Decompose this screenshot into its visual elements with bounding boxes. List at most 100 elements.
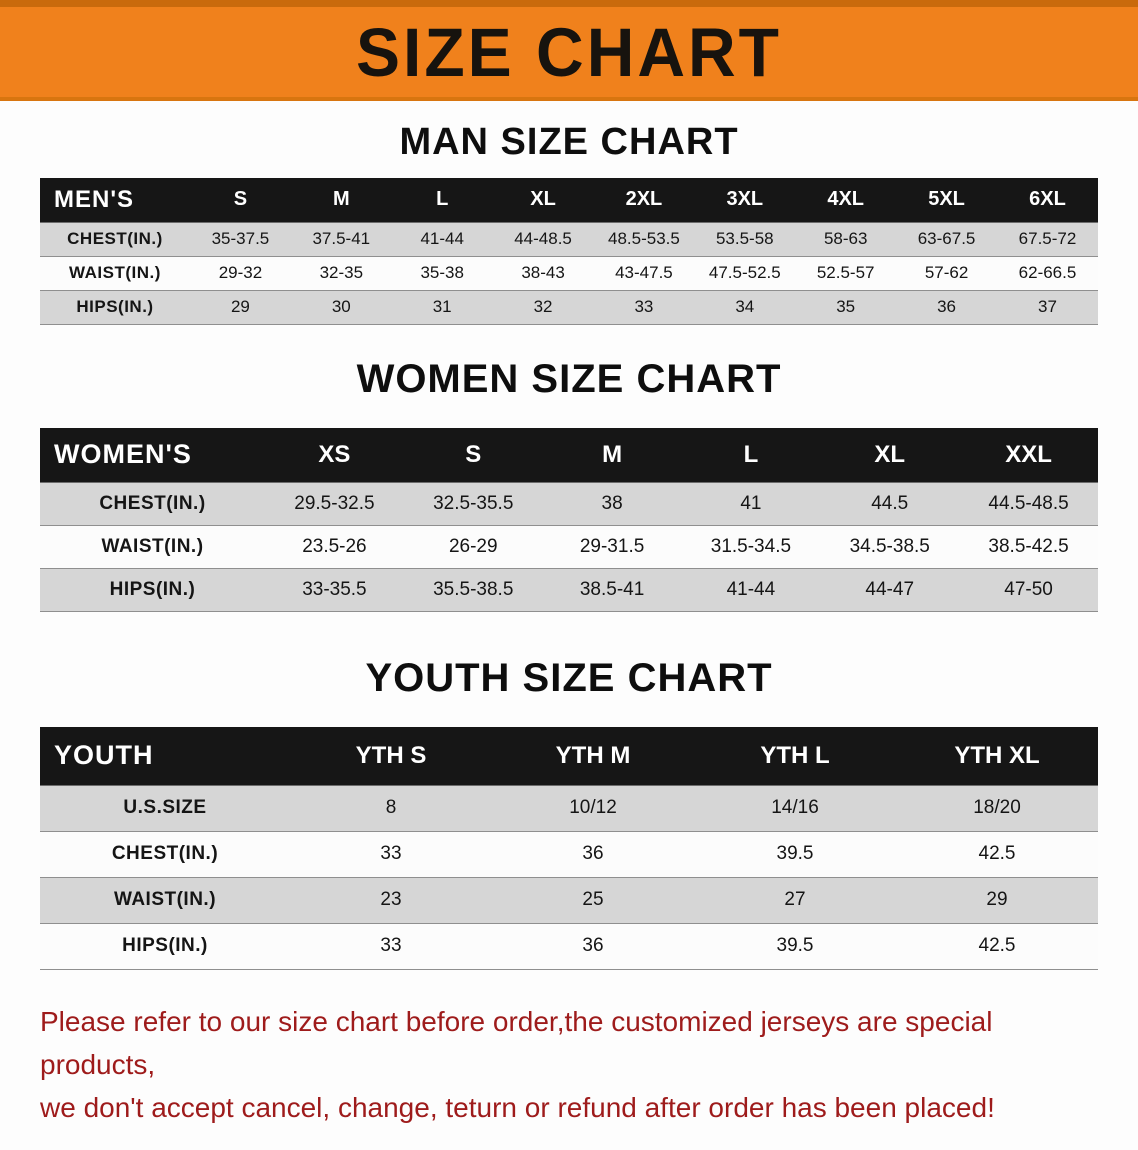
table-title-cell: MEN'S	[40, 178, 190, 222]
value-cell: 18/20	[896, 784, 1098, 832]
value-cell: 37	[997, 290, 1098, 325]
value-cell: 31.5-34.5	[681, 525, 821, 569]
value-cell: 29-32	[190, 256, 291, 291]
men-table-wrap: MEN'S S M L XL 2XL 3XL 4XL 5XL 6XL CHEST(IN.) 35-37…	[40, 178, 1098, 325]
table-row: HIPS(IN.) 29 30 31 32 33 34 35 36 37	[40, 290, 1098, 325]
women-size-table: WOMEN'S XS S M L XL XXL CHEST(IN.) 29.5-32.5 32.5…	[40, 427, 1098, 612]
youth-table-wrap: YOUTH YTH S YTH M YTH L YTH XL U.S.SIZE 8 10/12…	[40, 727, 1098, 970]
size-header-cell: M	[542, 427, 682, 483]
row-label-cell: HIPS(IN.)	[40, 923, 290, 970]
banner: SIZE CHART	[0, 0, 1138, 101]
value-cell: 44-47	[820, 568, 960, 612]
size-header-cell: S	[190, 178, 291, 222]
value-cell: 42.5	[896, 831, 1098, 878]
value-cell: 30	[290, 290, 392, 325]
row-label-cell: WAIST(IN.)	[40, 525, 265, 569]
value-cell: 44.5-48.5	[959, 482, 1098, 526]
size-header-cell: L	[681, 427, 821, 483]
table-header-row: YOUTH YTH S YTH M YTH L YTH XL	[40, 727, 1098, 785]
value-cell: 53.5-58	[694, 221, 796, 257]
size-header-cell: YTH XL	[896, 727, 1098, 785]
value-cell: 26-29	[403, 525, 543, 569]
value-cell: 39.5	[694, 831, 896, 878]
size-header-cell: YTH S	[290, 727, 492, 785]
value-cell: 67.5-72	[997, 221, 1098, 257]
women-table-wrap: WOMEN'S XS S M L XL XXL CHEST(IN.) 29.5-32.5 32.5…	[40, 427, 1098, 612]
men-size-section: MAN SIZE CHART MEN'S S M L XL 2XL 3XL 4XL 5XL 6XL…	[0, 121, 1138, 325]
disclaimer-note: Please refer to our size chart before or…	[40, 1000, 1098, 1130]
size-header-cell: M	[290, 178, 392, 222]
value-cell: 63-67.5	[896, 221, 997, 257]
value-cell: 37.5-41	[290, 221, 392, 257]
youth-size-section: YOUTH SIZE CHART YOUTH YTH S YTH M YTH L YTH…	[0, 656, 1138, 970]
value-cell: 14/16	[694, 784, 896, 832]
table-row: HIPS(IN.) 33 36 39.5 42.5	[40, 923, 1098, 970]
value-cell: 31	[391, 290, 493, 325]
value-cell: 42.5	[896, 923, 1098, 970]
value-cell: 34.5-38.5	[820, 525, 960, 569]
value-cell: 38.5-41	[542, 568, 682, 612]
size-header-cell: L	[391, 178, 493, 222]
value-cell: 62-66.5	[997, 256, 1098, 291]
table-title-cell: YOUTH	[40, 727, 290, 785]
value-cell: 29	[896, 877, 1098, 924]
value-cell: 25	[492, 877, 694, 924]
table-row: CHEST(IN.) 35-37.5 37.5-41 41-44 44-48.5 48.5…	[40, 221, 1098, 257]
value-cell: 29.5-32.5	[265, 482, 404, 526]
table-row: CHEST(IN.) 29.5-32.5 32.5-35.5 38 41 44.5 44.5…	[40, 482, 1098, 526]
table-header-row: WOMEN'S XS S M L XL XXL	[40, 427, 1098, 483]
size-header-cell: S	[403, 427, 543, 483]
size-header-cell: 5XL	[896, 178, 997, 222]
value-cell: 58-63	[795, 221, 897, 257]
size-header-cell: YTH M	[492, 727, 694, 785]
value-cell: 41	[681, 482, 821, 526]
value-cell: 29-31.5	[542, 525, 682, 569]
row-label-cell: HIPS(IN.)	[40, 568, 265, 612]
value-cell: 33	[290, 831, 492, 878]
size-header-cell: 4XL	[795, 178, 897, 222]
value-cell: 38-43	[492, 256, 594, 291]
value-cell: 10/12	[492, 784, 694, 832]
table-row: WAIST(IN.) 23 25 27 29	[40, 877, 1098, 924]
value-cell: 23.5-26	[265, 525, 404, 569]
value-cell: 8	[290, 784, 492, 832]
value-cell: 32.5-35.5	[403, 482, 543, 526]
table-row: HIPS(IN.) 33-35.5 35.5-38.5 38.5-41 41-44 44-…	[40, 568, 1098, 612]
value-cell: 35.5-38.5	[403, 568, 543, 612]
row-label-cell: U.S.SIZE	[40, 784, 290, 832]
value-cell: 23	[290, 877, 492, 924]
value-cell: 29	[190, 290, 291, 325]
value-cell: 41-44	[391, 221, 493, 257]
value-cell: 47.5-52.5	[694, 256, 796, 291]
table-header-row: MEN'S S M L XL 2XL 3XL 4XL 5XL 6XL	[40, 178, 1098, 222]
value-cell: 34	[694, 290, 796, 325]
size-header-cell: XL	[492, 178, 594, 222]
row-label-cell: CHEST(IN.)	[40, 482, 265, 526]
value-cell: 33-35.5	[265, 568, 404, 612]
disclaimer-line-1: Please refer to our size chart before or…	[40, 1005, 993, 1080]
size-header-cell: YTH L	[694, 727, 896, 785]
men-size-table: MEN'S S M L XL 2XL 3XL 4XL 5XL 6XL CHEST(IN.) 35-37…	[40, 178, 1098, 325]
value-cell: 44-48.5	[492, 221, 594, 257]
youth-size-table: YOUTH YTH S YTH M YTH L YTH XL U.S.SIZE 8 10/12…	[40, 727, 1098, 970]
row-label-cell: CHEST(IN.)	[40, 221, 190, 257]
value-cell: 35	[795, 290, 897, 325]
table-title-cell: WOMEN'S	[40, 427, 265, 483]
value-cell: 38	[542, 482, 682, 526]
value-cell: 33	[290, 923, 492, 970]
row-label-cell: CHEST(IN.)	[40, 831, 290, 878]
table-row: WAIST(IN.) 29-32 32-35 35-38 38-43 43-47.5 47.…	[40, 256, 1098, 291]
value-cell: 48.5-53.5	[593, 221, 695, 257]
value-cell: 43-47.5	[593, 256, 695, 291]
value-cell: 38.5-42.5	[959, 525, 1098, 569]
value-cell: 47-50	[959, 568, 1098, 612]
size-header-cell: XL	[820, 427, 960, 483]
value-cell: 36	[492, 923, 694, 970]
value-cell: 41-44	[681, 568, 821, 612]
disclaimer-line-2: we don't accept cancel, change, teturn o…	[40, 1092, 995, 1124]
size-header-cell: XXL	[959, 427, 1098, 483]
value-cell: 36	[896, 290, 997, 325]
table-row: CHEST(IN.) 33 36 39.5 42.5	[40, 831, 1098, 878]
value-cell: 27	[694, 877, 896, 924]
value-cell: 39.5	[694, 923, 896, 970]
